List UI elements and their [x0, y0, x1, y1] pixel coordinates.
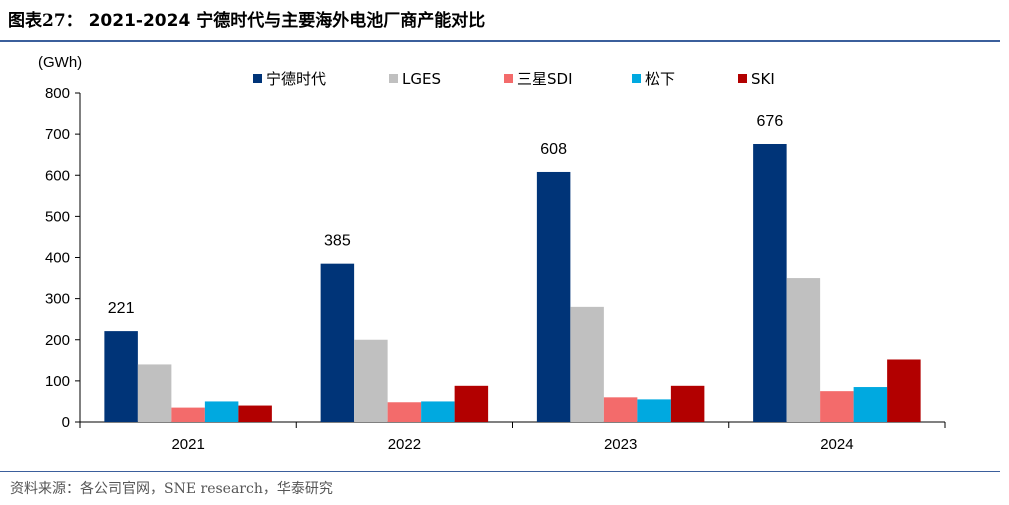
- bar: [570, 306, 604, 422]
- source-note: 资料来源：各公司官网，SNE research，华泰研究: [10, 481, 333, 497]
- legend-item: 松下: [632, 70, 675, 88]
- data-label: 608: [540, 141, 567, 158]
- bar: [104, 331, 138, 422]
- data-label: 221: [108, 300, 135, 317]
- legend-item: LGES: [389, 70, 441, 88]
- y-tick-label: 800: [45, 85, 70, 102]
- chart-title: 图表27： 2021-2024 宁德时代与主要海外电池厂商产能对比: [8, 8, 485, 34]
- bar: [137, 364, 172, 422]
- top-rule: [0, 40, 1000, 42]
- legend-swatch: [632, 74, 641, 83]
- bar: [320, 263, 355, 422]
- legend-label: SKI: [751, 70, 775, 88]
- bar: [603, 397, 638, 422]
- x-tick-label: 2021: [171, 436, 204, 453]
- bars: [104, 143, 921, 422]
- y-tick-label: 400: [45, 250, 70, 267]
- x-tick-label: 2022: [388, 436, 421, 453]
- bottom-rule: [0, 471, 1000, 472]
- bar: [853, 387, 888, 422]
- bar: [204, 401, 239, 422]
- bar: [454, 385, 489, 422]
- bar: [753, 143, 787, 422]
- legend-label: LGES: [402, 70, 441, 88]
- y-tick-label: 600: [45, 167, 70, 184]
- bar: [887, 359, 921, 422]
- bar: [820, 391, 854, 422]
- figure-title: 2021-2024 宁德时代与主要海外电池厂商产能对比: [88, 11, 486, 31]
- bar: [354, 339, 388, 422]
- bar: [670, 385, 705, 422]
- legend-label: 宁德时代: [266, 70, 326, 88]
- legend-item: 宁德时代: [253, 70, 326, 88]
- x-tick-label: 2024: [820, 436, 853, 453]
- y-tick-label: 0: [62, 414, 70, 431]
- legend-swatch: [253, 74, 262, 83]
- y-unit-label: (GWh): [38, 54, 82, 71]
- legend-swatch: [504, 74, 513, 83]
- bar: [171, 407, 205, 422]
- bar: [786, 278, 821, 422]
- y-tick-label: 200: [45, 332, 70, 349]
- bar: [238, 405, 272, 422]
- legend: 宁德时代 LGES 三星SDI 松下 SKI: [253, 70, 775, 88]
- y-tick-label: 100: [45, 373, 70, 390]
- legend-swatch: [738, 74, 747, 83]
- figure-label: 图表27：: [8, 11, 83, 31]
- axes: (GWh) 0 100 200 300 400 500 600 700 800 2021 2022 20…: [38, 54, 946, 453]
- legend-swatch: [389, 74, 398, 83]
- bar: [637, 399, 671, 422]
- data-label: 385: [324, 233, 351, 250]
- bar-chart: (GWh) 0 100 200 300 400 500 600 700 800 2021 2022 20…: [38, 54, 946, 453]
- y-tick-label: 300: [45, 291, 70, 308]
- y-tick-label: 700: [45, 126, 70, 143]
- legend-label: 松下: [645, 70, 675, 88]
- bar: [536, 171, 571, 422]
- bar: [387, 402, 422, 422]
- legend-item: 三星SDI: [504, 70, 573, 88]
- bar: [421, 401, 455, 422]
- x-tick-label: 2023: [604, 436, 637, 453]
- y-tick-label: 500: [45, 208, 70, 225]
- data-label: 676: [757, 113, 784, 130]
- data-labels: 221 385 608 676: [108, 113, 784, 317]
- legend-label: 三星SDI: [517, 70, 573, 88]
- legend-item: SKI: [738, 70, 775, 88]
